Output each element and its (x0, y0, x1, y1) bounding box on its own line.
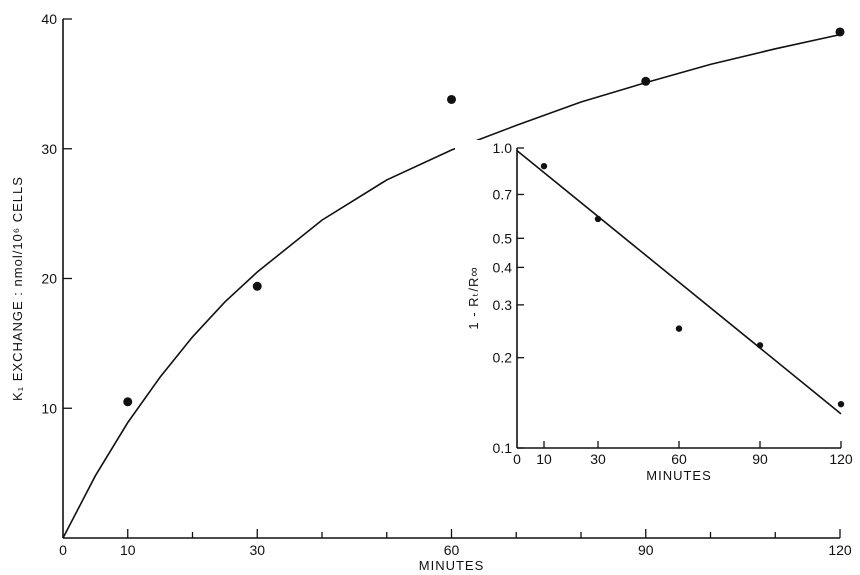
inset-y-tick-label: 0.4 (493, 259, 513, 275)
inset-y-tick-label: 0.7 (493, 186, 513, 202)
main-y-tick-label: 10 (41, 400, 57, 416)
main-x-tick-label: 30 (249, 542, 265, 558)
main-data-point (123, 397, 133, 407)
inset-y-tick-label: 0.3 (493, 297, 513, 313)
inset-x-axis-title: MINUTES (646, 468, 712, 483)
inset-y-tick-label: 0.5 (493, 230, 513, 246)
inset-data-point (540, 162, 548, 170)
inset-x-tick-label: 30 (590, 451, 606, 467)
main-x-tick-label: 0 (59, 542, 67, 558)
inset-y-tick-label: 0.2 (493, 350, 513, 366)
main-x-tick-label: 60 (444, 542, 460, 558)
inset-background (455, 140, 849, 486)
main-data-point (641, 76, 651, 86)
inset-x-tick-label: 0 (513, 451, 521, 467)
inset-data-point (675, 325, 683, 332)
inset-y-tick-label: 0.1 (493, 440, 513, 456)
main-data-point (252, 281, 262, 291)
main-y-axis-title: K₁ EXCHANGE : nmol/10⁶ CELLS (10, 176, 25, 401)
main-y-tick-label: 30 (41, 141, 57, 157)
main-data-point (447, 94, 456, 104)
main-fitted-curve (62, 33, 841, 539)
main-tick-labels: 0 10 30 60 90 120 10 20 30 40 (41, 11, 851, 558)
inset-tick-labels: 0 10 30 60 90 120 0.1 0.2 0.3 0.4 0.5 0.7 1.0 (493, 140, 853, 467)
inset-chart: 0 10 30 60 90 120 0.1 0.2 0.3 0.4 0.5 0.7 1.0 MINUTE… (455, 140, 853, 486)
main-data-points (123, 27, 845, 407)
main-ticks (63, 18, 841, 538)
inset-data-point (594, 215, 602, 223)
main-x-axis-title: MINUTES (419, 558, 485, 573)
inset-data-point (756, 342, 764, 349)
inset-x-tick-label: 60 (671, 451, 687, 467)
inset-fitted-line (516, 150, 842, 415)
main-x-tick-label: 90 (638, 542, 654, 558)
inset-x-tick-label: 10 (536, 451, 552, 467)
inset-ticks (517, 147, 842, 449)
main-x-tick-label: 120 (828, 542, 852, 558)
main-y-tick-label: 20 (41, 271, 57, 287)
main-chart: 0 10 30 60 90 120 10 20 30 40 MINUTES K₁ EXCHANGE… (10, 11, 852, 573)
main-data-point (835, 27, 845, 37)
inset-x-tick-label: 90 (752, 451, 768, 467)
inset-data-point (837, 400, 845, 408)
inset-data-points (540, 162, 845, 408)
inset-y-axis-title: 1 - Rₜ/R∞ (466, 266, 481, 329)
inset-y-tick-label: 1.0 (493, 140, 513, 156)
inset-x-tick-label: 120 (829, 451, 853, 467)
main-y-tick-label: 40 (41, 11, 57, 27)
main-x-tick-label: 10 (120, 542, 136, 558)
